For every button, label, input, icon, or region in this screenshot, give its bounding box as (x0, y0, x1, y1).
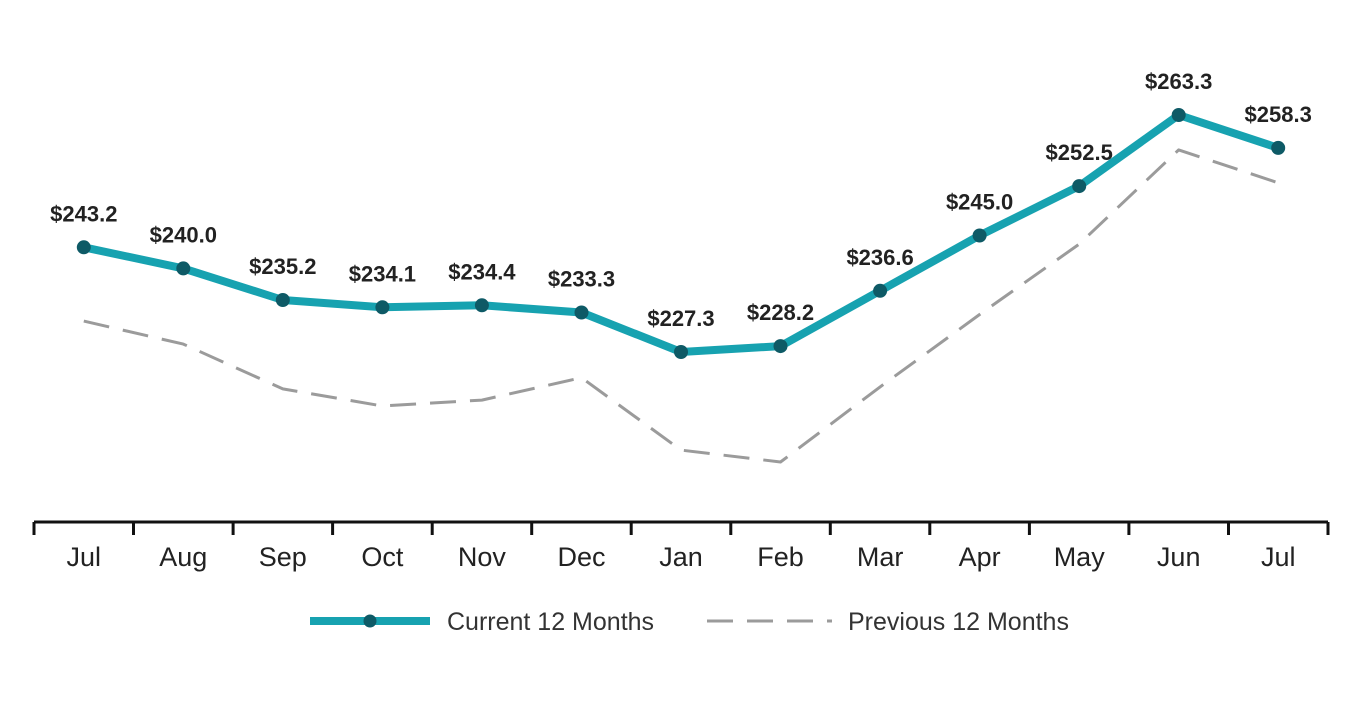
data-point-marker (674, 345, 688, 359)
x-tick-label: Jan (659, 542, 703, 572)
data-label: $240.0 (150, 222, 217, 247)
data-label: $233.3 (548, 267, 615, 292)
data-label: $245.0 (946, 190, 1013, 215)
x-tick-label: Dec (557, 542, 605, 572)
x-tick-label: Mar (857, 542, 904, 572)
data-label: $258.3 (1245, 102, 1312, 127)
data-point-marker (474, 298, 489, 313)
x-tick-label: Jul (67, 542, 102, 572)
data-label: $234.4 (448, 259, 516, 284)
x-tick-label: Nov (458, 542, 507, 572)
data-point-marker (375, 300, 390, 315)
x-tick-label: Apr (959, 542, 1001, 572)
legend-current-marker (363, 614, 377, 628)
data-point-marker (1271, 140, 1286, 155)
data-point-marker (873, 283, 888, 298)
data-label: $227.3 (647, 306, 714, 331)
data-label: $263.3 (1145, 69, 1212, 94)
data-point-marker (76, 240, 91, 255)
data-point-marker (176, 261, 191, 276)
legend-previous-label: Previous 12 Months (848, 608, 1069, 636)
x-tick-label: Jun (1157, 542, 1201, 572)
x-tick-label: Aug (159, 542, 207, 572)
legend: Current 12 Months Previous 12 Months (310, 608, 1069, 636)
current-series-group: $243.2 $240.0 $235.2 $234.1 $234.4 $233.3 $227… (50, 69, 1312, 359)
data-point-marker (275, 293, 290, 307)
data-point-marker (574, 305, 589, 320)
data-point-marker (972, 228, 987, 243)
legend-current-label: Current 12 Months (447, 608, 654, 636)
x-tick-label: Sep (259, 542, 307, 572)
data-point-marker (773, 339, 788, 354)
data-label: $234.1 (349, 261, 416, 286)
data-point-marker (1171, 108, 1186, 122)
previous-series-group (83, 148, 1279, 464)
x-tick-label: Oct (361, 542, 404, 572)
data-label: $228.2 (747, 300, 814, 325)
data-label: $252.5 (1046, 140, 1113, 165)
x-tick-label: Jul (1261, 542, 1296, 572)
x-tick-label: May (1054, 542, 1106, 572)
data-label: $243.2 (50, 201, 117, 226)
previous-12-months-line (83, 148, 1279, 464)
data-label: $235.2 (249, 254, 316, 279)
data-point-marker (1072, 179, 1087, 194)
x-axis: Jul Aug Sep Oct Nov Dec Jan Feb Mar Apr May Jun Jul (32, 520, 1330, 572)
x-tick-label: Feb (757, 542, 804, 572)
data-label: $236.6 (846, 245, 913, 270)
